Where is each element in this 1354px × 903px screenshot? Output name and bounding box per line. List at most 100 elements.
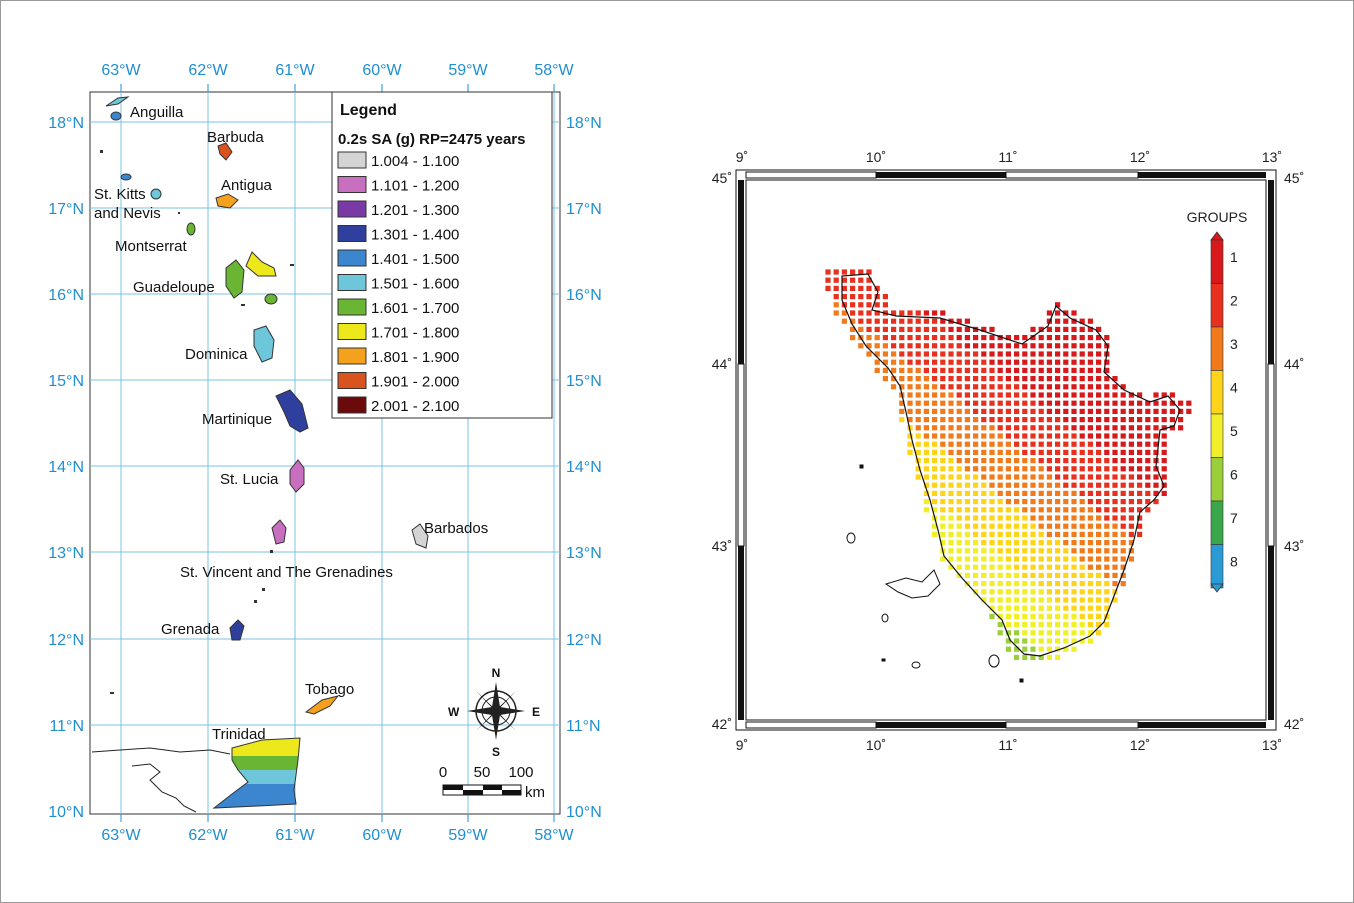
- group-dot: [923, 433, 929, 439]
- group-dot: [1030, 417, 1036, 423]
- group-dot: [940, 449, 946, 455]
- group-dot: [964, 449, 970, 455]
- group-dot: [923, 376, 929, 382]
- group-dot: [964, 441, 970, 447]
- group-dot: [997, 400, 1003, 406]
- group-dot: [1063, 335, 1069, 341]
- group-dot: [915, 384, 921, 390]
- group-dot: [1055, 572, 1061, 578]
- group-dot: [1022, 392, 1028, 398]
- group-dot: [1120, 523, 1126, 529]
- group-dot: [874, 318, 880, 324]
- group-dot: [1055, 589, 1061, 595]
- group-dot: [1030, 581, 1036, 587]
- group-dot: [956, 482, 962, 488]
- scale-label-0: 0: [439, 764, 447, 781]
- group-dot: [964, 523, 970, 529]
- group-dot: [1022, 646, 1028, 652]
- lon-label-top: 11˚: [998, 149, 1017, 165]
- group-dot: [1137, 482, 1143, 488]
- group-dot: [948, 326, 954, 332]
- group-dot: [1112, 556, 1118, 562]
- colorbar-swatch: [1210, 500, 1224, 545]
- group-dot: [997, 523, 1003, 529]
- group-dot: [948, 466, 954, 472]
- group-dot: [1096, 605, 1102, 611]
- group-dot: [1005, 384, 1011, 390]
- group-dot: [1071, 400, 1077, 406]
- group-dot: [1030, 425, 1036, 431]
- group-dot: [1055, 326, 1061, 332]
- group-dot: [1022, 458, 1028, 464]
- group-dot: [1096, 335, 1102, 341]
- group-dot: [1096, 556, 1102, 562]
- group-dot: [1022, 490, 1028, 496]
- lat-label-right: 10°N: [566, 804, 602, 821]
- group-dot: [948, 540, 954, 546]
- group-dot: [1063, 359, 1069, 365]
- group-dot: [997, 482, 1003, 488]
- group-dot: [882, 326, 888, 332]
- group-dot: [940, 441, 946, 447]
- group-dot: [956, 507, 962, 513]
- group-dot: [1128, 417, 1134, 423]
- group-dot: [1030, 638, 1036, 644]
- group-dot: [1079, 466, 1085, 472]
- group-dot: [825, 285, 831, 291]
- group-dot: [1096, 425, 1102, 431]
- group-dot: [981, 531, 987, 537]
- group-dot: [1079, 384, 1085, 390]
- group-dot: [866, 277, 872, 283]
- group-dot: [964, 572, 970, 578]
- group-dot: [1014, 613, 1020, 619]
- group-dot: [948, 458, 954, 464]
- group-dot: [1063, 507, 1069, 513]
- group-dot: [1161, 425, 1167, 431]
- group-dot: [1096, 572, 1102, 578]
- group-dot: [1030, 499, 1036, 505]
- group-dot: [948, 367, 954, 373]
- group-dot: [1178, 408, 1184, 414]
- group-dot: [1137, 466, 1143, 472]
- group-dot: [1014, 392, 1020, 398]
- group-dot: [1137, 515, 1143, 521]
- group-dot: [1112, 581, 1118, 587]
- group-dot: [1063, 417, 1069, 423]
- group-dot: [1063, 318, 1069, 324]
- group-dot: [1022, 531, 1028, 537]
- group-dot: [964, 548, 970, 554]
- group-dot: [1038, 458, 1044, 464]
- group-dot: [1046, 367, 1052, 373]
- legend-swatch: [337, 200, 367, 218]
- group-dot: [1145, 490, 1151, 496]
- group-dot: [956, 367, 962, 373]
- group-dot: [964, 359, 970, 365]
- group-dot: [1055, 474, 1061, 480]
- group-dot: [948, 490, 954, 496]
- group-dot: [1046, 408, 1052, 414]
- group-dot: [850, 294, 856, 300]
- group-dot: [1079, 597, 1085, 603]
- group-dot: [1063, 646, 1069, 652]
- group-dot: [973, 384, 979, 390]
- group-dot: [1087, 556, 1093, 562]
- group-dot: [915, 441, 921, 447]
- group-dot: [1096, 540, 1102, 546]
- group-dot: [1169, 408, 1175, 414]
- group-dot: [1030, 458, 1036, 464]
- group-dot: [1055, 540, 1061, 546]
- group-dot: [1104, 417, 1110, 423]
- group-dot: [1112, 499, 1118, 505]
- group-dot: [1128, 499, 1134, 505]
- group-dot: [1128, 392, 1134, 398]
- group-dot: [948, 425, 954, 431]
- group-dot: [948, 531, 954, 537]
- group-dot: [1137, 392, 1143, 398]
- group-dot: [1120, 507, 1126, 513]
- group-dot: [866, 310, 872, 316]
- islands: [105, 96, 429, 715]
- group-dot: [932, 359, 938, 365]
- group-dot: [1055, 408, 1061, 414]
- group-dot: [1079, 326, 1085, 332]
- group-dot: [1137, 490, 1143, 496]
